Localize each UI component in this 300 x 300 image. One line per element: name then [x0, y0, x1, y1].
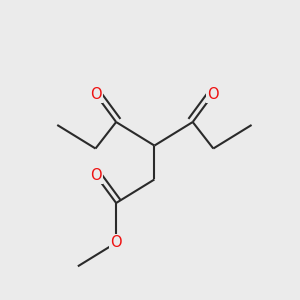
- Text: O: O: [90, 87, 101, 102]
- Text: O: O: [110, 235, 122, 250]
- Text: O: O: [90, 167, 101, 182]
- Text: O: O: [208, 87, 219, 102]
